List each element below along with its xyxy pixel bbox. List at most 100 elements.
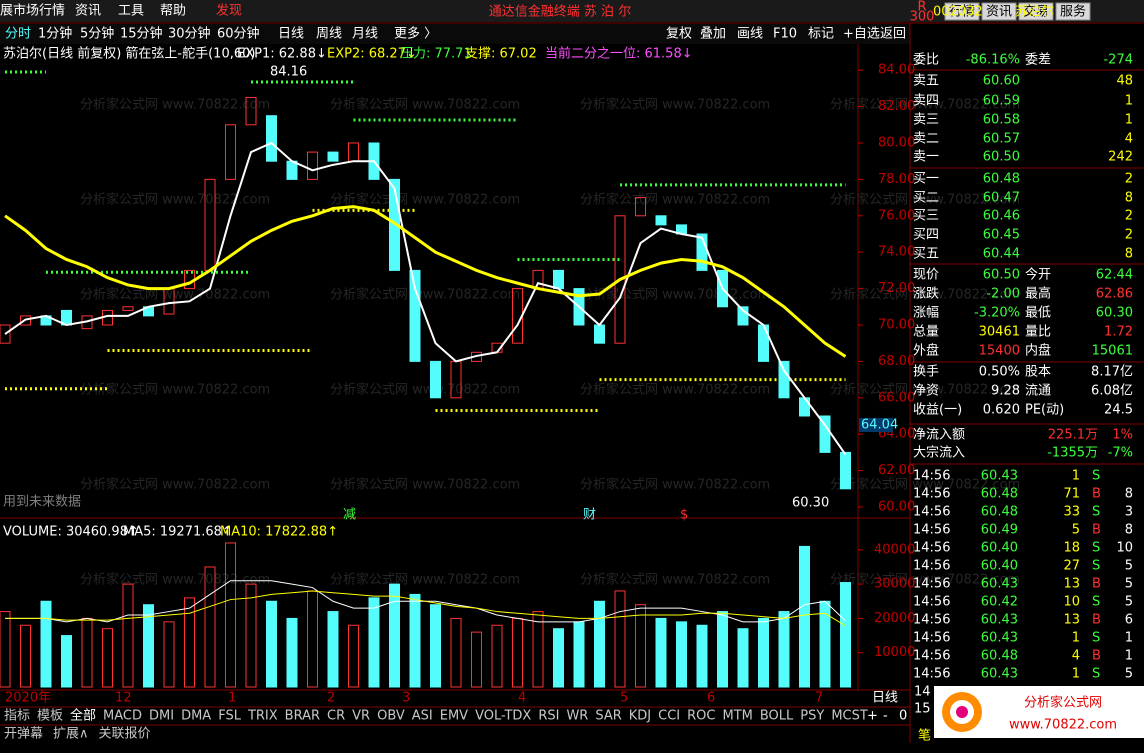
tick-time: 14:56	[913, 631, 950, 646]
action-button[interactable]: 叠加	[700, 27, 726, 42]
indicator-tab[interactable]: KDJ	[629, 709, 651, 724]
control[interactable]: 0	[899, 709, 907, 724]
action-button[interactable]: 复权	[666, 26, 692, 42]
tick-volume: 1	[1072, 631, 1080, 646]
indicator-tab[interactable]: EMV	[440, 709, 468, 724]
period-button[interactable]: 60分钟	[217, 26, 260, 42]
stat-label: 换手	[913, 365, 939, 380]
indicator-tab[interactable]: VOL-TDX	[475, 709, 531, 724]
indicator-tab[interactable]: CR	[327, 709, 345, 724]
control[interactable]: +	[867, 709, 878, 724]
bottom-button[interactable]: 开弹幕	[4, 727, 43, 742]
candle	[840, 451, 851, 490]
candle	[778, 360, 790, 399]
indicator-tab[interactable]: FSL	[218, 709, 242, 724]
indicator-tab[interactable]: ASI	[412, 709, 433, 724]
indicator-tab[interactable]: VR	[352, 709, 370, 724]
action-button[interactable]: F10	[773, 27, 797, 42]
menu-button-label[interactable]: 服务	[1060, 4, 1086, 20]
stat-label: 股本	[1025, 365, 1051, 380]
book-volume: 2	[1125, 172, 1133, 187]
tick-price: 60.43	[981, 667, 1018, 682]
y-tick-label: 84.00	[878, 63, 915, 78]
menu-button[interactable]	[1018, 2, 1054, 21]
indicator-tab[interactable]: MCST	[831, 709, 868, 724]
indicator-tab[interactable]: DMI	[149, 709, 174, 724]
action-button[interactable]: 返回	[880, 27, 906, 42]
indicator-tab[interactable]: SAR	[595, 709, 621, 724]
stat-label: 收益(一)	[913, 403, 962, 418]
tick-time: 14	[914, 685, 931, 700]
period-button[interactable]: 月线	[352, 27, 378, 42]
volume-bar	[655, 617, 667, 688]
indicator-tab[interactable]: TRIX	[247, 709, 278, 724]
period-button[interactable]: 1分钟	[38, 26, 72, 42]
period-button[interactable]: 分时	[5, 27, 31, 42]
label: 委比	[913, 53, 939, 68]
period-button[interactable]: 日线	[278, 27, 304, 42]
menu-button-label[interactable]: 资讯	[986, 5, 1012, 20]
volume-bar	[430, 604, 441, 688]
book-volume: 1	[1125, 94, 1133, 109]
indicator-tab[interactable]: PSY	[800, 709, 824, 724]
candle	[430, 360, 441, 399]
price-marker	[859, 418, 893, 432]
menu-item[interactable]: 展市场行情	[0, 3, 65, 19]
indicator-tab[interactable]: CCI	[658, 709, 680, 724]
menu-item[interactable]: 帮助	[160, 4, 186, 19]
period-button[interactable]: 30分钟	[168, 26, 211, 42]
watermark: 分析家公式网 www.70822.com	[80, 97, 270, 113]
action-button[interactable]: +自选	[843, 27, 880, 42]
bottom-button[interactable]: 扩展∧	[53, 727, 89, 742]
indicator-tab[interactable]: BRAR	[285, 709, 320, 724]
stat-label: 流通	[1025, 384, 1051, 399]
period-button[interactable]: 更多 〉	[394, 26, 437, 42]
book-volume: 242	[1108, 150, 1133, 165]
watermark: 分析家公式网 www.70822.com	[580, 97, 770, 113]
indicator-tab[interactable]: ROC	[687, 709, 715, 724]
tick-side: S	[1092, 505, 1100, 520]
period-button[interactable]: 15分钟	[120, 26, 163, 42]
menu-button-label[interactable]: 交易	[1023, 4, 1049, 20]
action-button[interactable]: 标记	[808, 27, 834, 42]
menu-button[interactable]	[1055, 2, 1091, 21]
indicator-tab[interactable]: MACD	[103, 709, 142, 724]
book-volume: 48	[1116, 74, 1133, 89]
book-price: 60.60	[983, 74, 1020, 89]
indicator-tab[interactable]: DMA	[181, 709, 211, 724]
volume-bar	[327, 611, 339, 688]
bottom-button[interactable]: 关联报价	[99, 727, 151, 742]
indicator-tab[interactable]: BOLL	[760, 709, 794, 724]
indicator-tab[interactable]: OBV	[377, 709, 405, 724]
menu-button[interactable]	[981, 2, 1017, 21]
indicator-tab[interactable]: 指标	[4, 709, 30, 724]
tick-volume: 10	[1063, 595, 1080, 610]
control[interactable]: -	[883, 709, 888, 724]
indicator-tab[interactable]: 全部	[70, 708, 96, 724]
period-button[interactable]: 周线	[316, 27, 342, 42]
volume-bar	[81, 617, 93, 688]
chart-title: VOLUME: 30460.98↑	[3, 525, 139, 540]
stat-value: -3.20%	[974, 306, 1020, 321]
menu-button[interactable]	[944, 2, 980, 21]
indicator-tab[interactable]: MTM	[722, 709, 752, 724]
tick-time: 14:56	[913, 487, 950, 502]
menu-item[interactable]: 工具	[118, 4, 144, 19]
menu-button-label[interactable]: 行情	[949, 5, 975, 20]
indicator-tab[interactable]: RSI	[538, 709, 559, 724]
action-button[interactable]: 画线	[737, 27, 763, 42]
tick-side: S	[1092, 667, 1100, 682]
menu-item[interactable]: 资讯	[75, 4, 101, 19]
tick-volume: 71	[1063, 487, 1080, 502]
indicator-tab[interactable]: WR	[566, 709, 588, 724]
menu-item[interactable]: 发现	[216, 3, 242, 19]
watermark: 分析家公式网 www.70822.com	[330, 287, 520, 303]
indicator-tab[interactable]: 模板	[37, 709, 63, 724]
tick-volume: 18	[1063, 541, 1080, 556]
flow-value: -1355万	[1047, 446, 1098, 461]
stock-name: 苏泊尔	[1015, 4, 1054, 20]
period-button[interactable]: 5分钟	[80, 26, 114, 42]
tick-count: 1	[1125, 631, 1133, 646]
watermarks: 分析家公式网 www.70822.com 分析家公式网 www.70822.com…	[80, 97, 1020, 588]
watermark: 分析家公式网 www.70822.com	[80, 287, 270, 303]
